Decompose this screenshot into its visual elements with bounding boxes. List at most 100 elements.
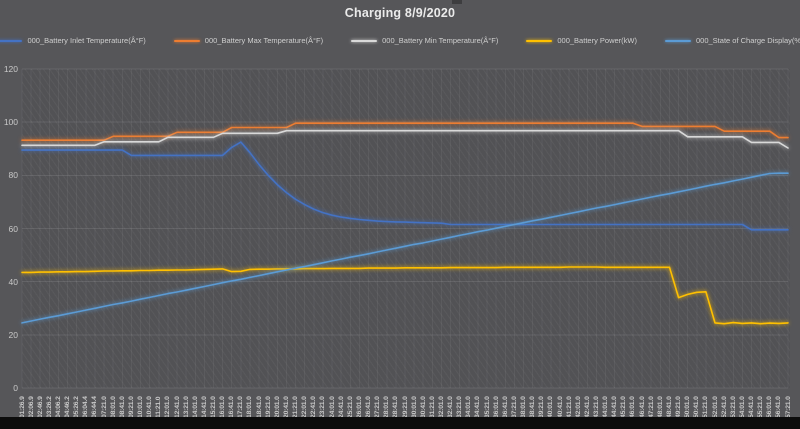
x-tick-label: 28:41.0 <box>392 396 400 418</box>
x-tick-label: 47:21.0 <box>647 396 655 418</box>
x-tick-label: 06:44.4 <box>91 396 99 418</box>
x-tick-label: 53:21.0 <box>729 396 737 418</box>
x-tick-label: 49:21.0 <box>675 396 683 418</box>
x-tick-label: 08:41.0 <box>118 396 126 418</box>
chart-title: Charging 8/9/2020 <box>344 6 456 20</box>
legend-item-1: 000_Battery Inlet Temperature(Â°F) <box>0 36 146 45</box>
x-tick-label: 41:21.0 <box>565 396 573 418</box>
x-tick-label: 46:41.0 <box>638 396 646 418</box>
legend: 000_Battery Inlet Temperature(Â°F) 000_Ba… <box>0 36 800 45</box>
x-tick-label: 57:21.0 <box>784 396 792 418</box>
x-tick-label: 06:04.4 <box>82 396 90 418</box>
x-tick-label: 20:01.0 <box>273 396 281 418</box>
x-tick-label: 56:41.0 <box>775 396 783 418</box>
x-tick-label: 40:01.0 <box>547 396 555 418</box>
legend-label: 000_Battery Max Temperature(Â°F) <box>204 36 324 45</box>
series-line-1 <box>21 141 789 231</box>
x-tick-label: 14:01.0 <box>191 396 199 418</box>
x-tick-label: 25:21.0 <box>346 396 354 418</box>
y-tick-label: 80 <box>8 170 18 181</box>
x-tick-label: 13:21.0 <box>182 396 190 418</box>
x-tick-label: 01:26.9 <box>18 396 26 418</box>
x-tick-label: 34:01.0 <box>465 396 473 418</box>
x-tick-label: 34:41.0 <box>474 396 482 418</box>
x-tick-label: 28:01.0 <box>383 396 391 418</box>
x-tick-label: 32:41.0 <box>447 396 455 418</box>
x-tick-label: 14:41.0 <box>200 396 208 418</box>
x-tick-label: 51:21.0 <box>702 396 710 418</box>
x-tick-label: 10:01.0 <box>137 396 145 418</box>
x-tick-label: 24:41.0 <box>337 396 345 418</box>
x-tick-label: 02:46.9 <box>36 396 44 418</box>
x-tick-label: 38:01.0 <box>520 396 528 418</box>
x-tick-label: 50:01.0 <box>684 396 692 418</box>
x-tick-label: 12:41.0 <box>173 396 181 418</box>
x-tick-label: 15:21.0 <box>210 396 217 418</box>
x-tick-label: 11:21.0 <box>155 396 163 418</box>
x-tick-label: 12:01.0 <box>164 396 172 418</box>
bottom-black-bar <box>0 417 800 429</box>
x-tick-label: 50:41.0 <box>693 396 701 418</box>
x-tick-label: 40:41.0 <box>556 396 564 418</box>
x-tick-label: 23:21.0 <box>319 396 327 418</box>
x-tick-label: 19:21.0 <box>264 396 272 418</box>
x-tick-label: 07:21.0 <box>100 396 108 418</box>
legend-line-swatch <box>351 39 378 42</box>
cropped-artifact <box>452 0 462 4</box>
x-tick-label: 52:41.0 <box>720 396 728 418</box>
x-tick-label: 08:01.0 <box>109 396 117 418</box>
series-line-4 <box>21 266 789 325</box>
legend-label: 000_State of Charge Display(%) <box>696 36 800 45</box>
legend-item-3: 000_Battery Min Temperature(Â°F) <box>351 36 498 45</box>
x-tick-label: 30:01.0 <box>410 396 418 418</box>
x-tick-label: 38:41.0 <box>529 396 537 418</box>
legend-line-swatch <box>173 39 200 42</box>
x-tick-label: 48:01.0 <box>656 396 664 418</box>
x-tick-label: 55:21.0 <box>757 396 765 418</box>
x-tick-label: 04:46.2 <box>64 396 72 418</box>
x-tick-label: 37:21.0 <box>510 396 518 418</box>
x-tick-label: 30:41.0 <box>419 396 427 418</box>
x-tick-label: 52:01.0 <box>711 396 719 418</box>
legend-label: 000_Battery Power(kW) <box>557 36 637 45</box>
x-tick-label: 22:41.0 <box>310 396 318 418</box>
x-tick-label: 44:41.0 <box>611 396 619 418</box>
x-tick-label: 21:21.0 <box>292 396 300 418</box>
legend-item-2: 000_Battery Max Temperature(Â°F) <box>173 36 324 45</box>
x-tick-label: 24:01.0 <box>328 396 336 418</box>
y-tick-label: 120 <box>3 64 18 74</box>
y-tick-label: 0 <box>13 383 18 393</box>
x-tick-label: 03:26.2 <box>45 396 53 418</box>
x-tick-label: 09:21.0 <box>127 396 135 418</box>
x-tick-label: 18:01.0 <box>246 396 254 418</box>
y-tick-label: 100 <box>3 117 18 128</box>
x-tick-label: 26:41.0 <box>365 396 373 418</box>
legend-line-swatch <box>526 39 553 42</box>
x-tick-label: 10:41.0 <box>146 396 154 418</box>
x-tick-label: 42:01.0 <box>574 396 582 418</box>
x-tick-label: 33:21.0 <box>456 396 464 418</box>
x-tick-label: 17:21.0 <box>237 396 245 418</box>
x-tick-label: 32:01.0 <box>437 396 445 418</box>
series-line-2 <box>21 122 789 141</box>
x-tick-label: 44:01.0 <box>602 396 610 418</box>
x-tick-label: 36:01.0 <box>492 396 500 418</box>
x-tick-label: 27:21.0 <box>374 396 382 418</box>
series-line-5 <box>21 172 789 324</box>
x-tick-label: 04:06.2 <box>54 396 62 418</box>
legend-item-4: 000_Battery Power(kW) <box>526 36 637 45</box>
x-tick-label: 18:41.0 <box>255 396 263 418</box>
x-tick-label: 35:21.0 <box>483 396 491 418</box>
x-tick-label: 29:21.0 <box>401 396 409 418</box>
x-tick-label: 05:26.2 <box>73 396 81 418</box>
x-tick-label: 56:01.0 <box>766 396 774 418</box>
legend-label: 000_Battery Inlet Temperature(Â°F) <box>27 36 146 45</box>
x-tick-label: 02:06.9 <box>27 396 35 418</box>
x-tick-label: 43:21.0 <box>593 396 600 418</box>
legend-line-swatch <box>665 39 691 42</box>
legend-label: 000_Battery Min Temperature(Â°F) <box>382 36 499 45</box>
x-tick-label: 54:41.0 <box>748 396 756 418</box>
legend-item-5: 000_State of Charge Display(%) <box>665 36 800 45</box>
